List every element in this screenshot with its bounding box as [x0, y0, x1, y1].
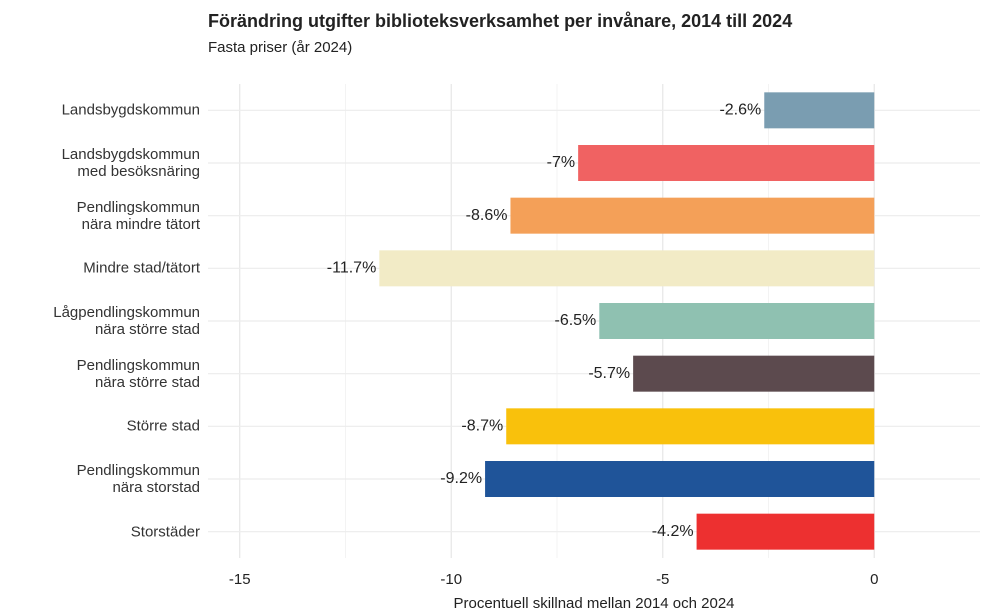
bar — [510, 197, 875, 234]
y-tick-label: Storstäder — [130, 523, 200, 541]
bar — [379, 250, 875, 287]
y-tick-label: Landsbygdskommun med besöksnäring — [61, 146, 200, 180]
bar — [599, 303, 875, 339]
chart-title: Förändring utgifter biblioteksverksamhet… — [208, 11, 792, 31]
y-tick-label: Lågpendlingskommun nära större stad — [53, 304, 200, 338]
bar — [485, 461, 875, 497]
y-tick-label: Pendlingskommun nära storstad — [76, 462, 200, 496]
value-label: -2.6% — [719, 102, 761, 119]
value-label: -7% — [547, 154, 575, 171]
y-tick-label: Landsbygdskommun — [61, 101, 200, 119]
y-tick-label: Pendlingskommun nära mindre tätort — [76, 198, 200, 233]
value-label: -9.2% — [440, 470, 482, 487]
bar — [764, 92, 875, 129]
value-label: -8.6% — [466, 207, 508, 224]
x-tick-label: -5 — [656, 571, 669, 588]
y-tick-label: Pendlingskommun nära större stad — [76, 356, 200, 391]
y-tick-label: Mindre stad/tätort — [83, 259, 200, 277]
value-label: -4.2% — [652, 523, 694, 540]
x-tick-label: -10 — [440, 571, 462, 588]
bar — [633, 355, 875, 392]
x-axis-label: Procentuell skillnad mellan 2014 och 202… — [453, 595, 734, 612]
bar — [578, 145, 875, 181]
x-tick-label: -15 — [229, 571, 251, 588]
bar — [506, 408, 875, 445]
value-label: -6.5% — [554, 312, 596, 329]
x-tick-label: 0 — [870, 571, 878, 588]
value-label: -11.7% — [327, 260, 377, 277]
value-label: -5.7% — [588, 365, 630, 382]
bar — [696, 513, 875, 550]
y-tick-label: Större stad — [126, 417, 200, 435]
chart-subtitle: Fasta priser (år 2024) — [208, 39, 352, 56]
value-label: -8.7% — [461, 418, 503, 435]
